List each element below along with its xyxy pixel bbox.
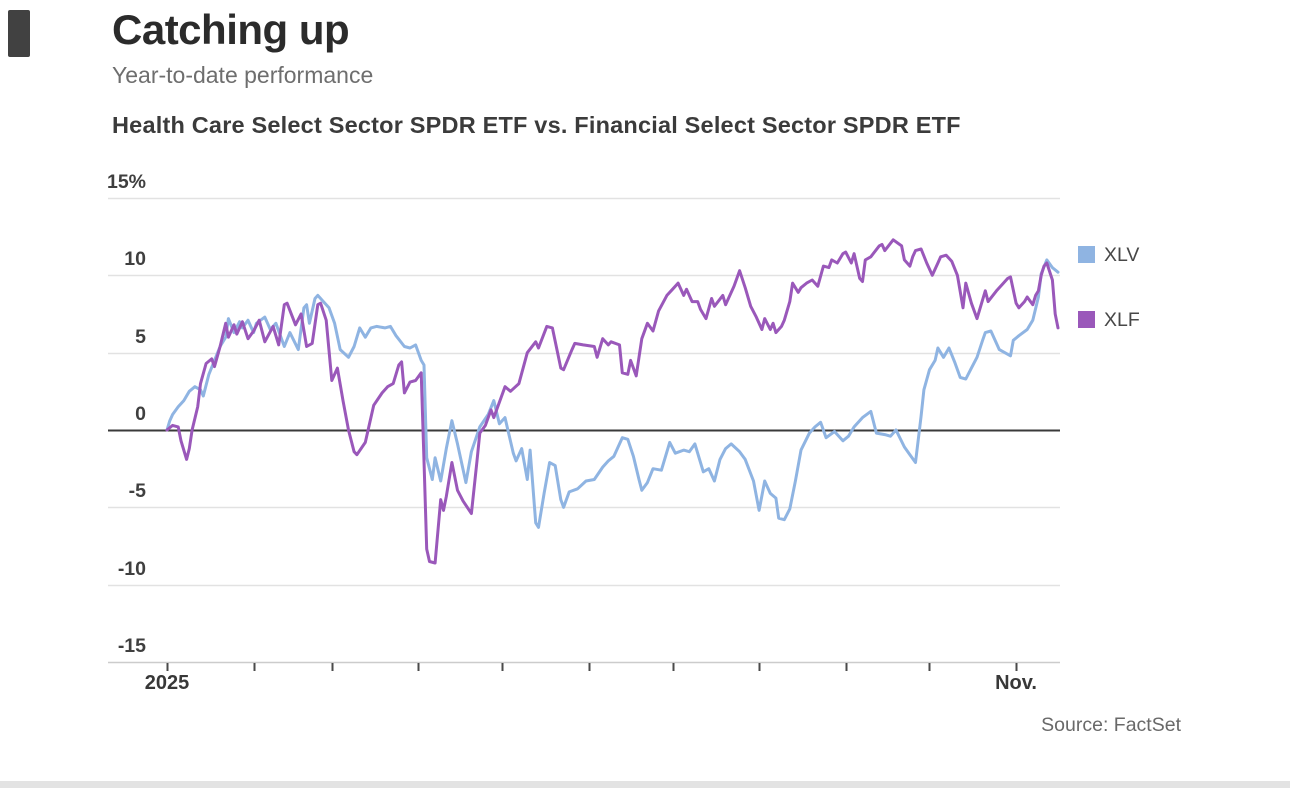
y-axis-label: 10 (124, 247, 146, 270)
y-axis-label: 0 (135, 402, 146, 425)
xlv-legend-swatch-icon (1078, 246, 1095, 263)
y-axis-label: -15 (117, 634, 146, 657)
bottom-edge-strip (0, 781, 1290, 788)
x-axis-label-2025: 2025 (144, 672, 190, 694)
xlf-line-series (165, 238, 1060, 565)
xlf-legend-swatch-icon (1078, 311, 1095, 328)
y-axis-label: -5 (128, 479, 146, 502)
page-subtitle: Year-to-date performance (112, 62, 374, 88)
page-title: Catching up (112, 6, 350, 53)
x-axis-label-nov: Nov. (995, 672, 1037, 694)
legend-label-xlf: XLF (1104, 309, 1140, 331)
xlv-line-series (165, 258, 1060, 529)
legend-label-xlv: XLV (1104, 244, 1140, 266)
y-axis-label: -10 (117, 557, 146, 580)
y-axis-label: 15% (106, 170, 146, 193)
y-axis-label: 5 (135, 325, 146, 348)
screenshot-edge-artifact (8, 10, 30, 57)
chart-heading: Health Care Select Sector SPDR ETF vs. F… (112, 112, 961, 138)
source-attribution: Source: FactSet (1041, 714, 1181, 736)
